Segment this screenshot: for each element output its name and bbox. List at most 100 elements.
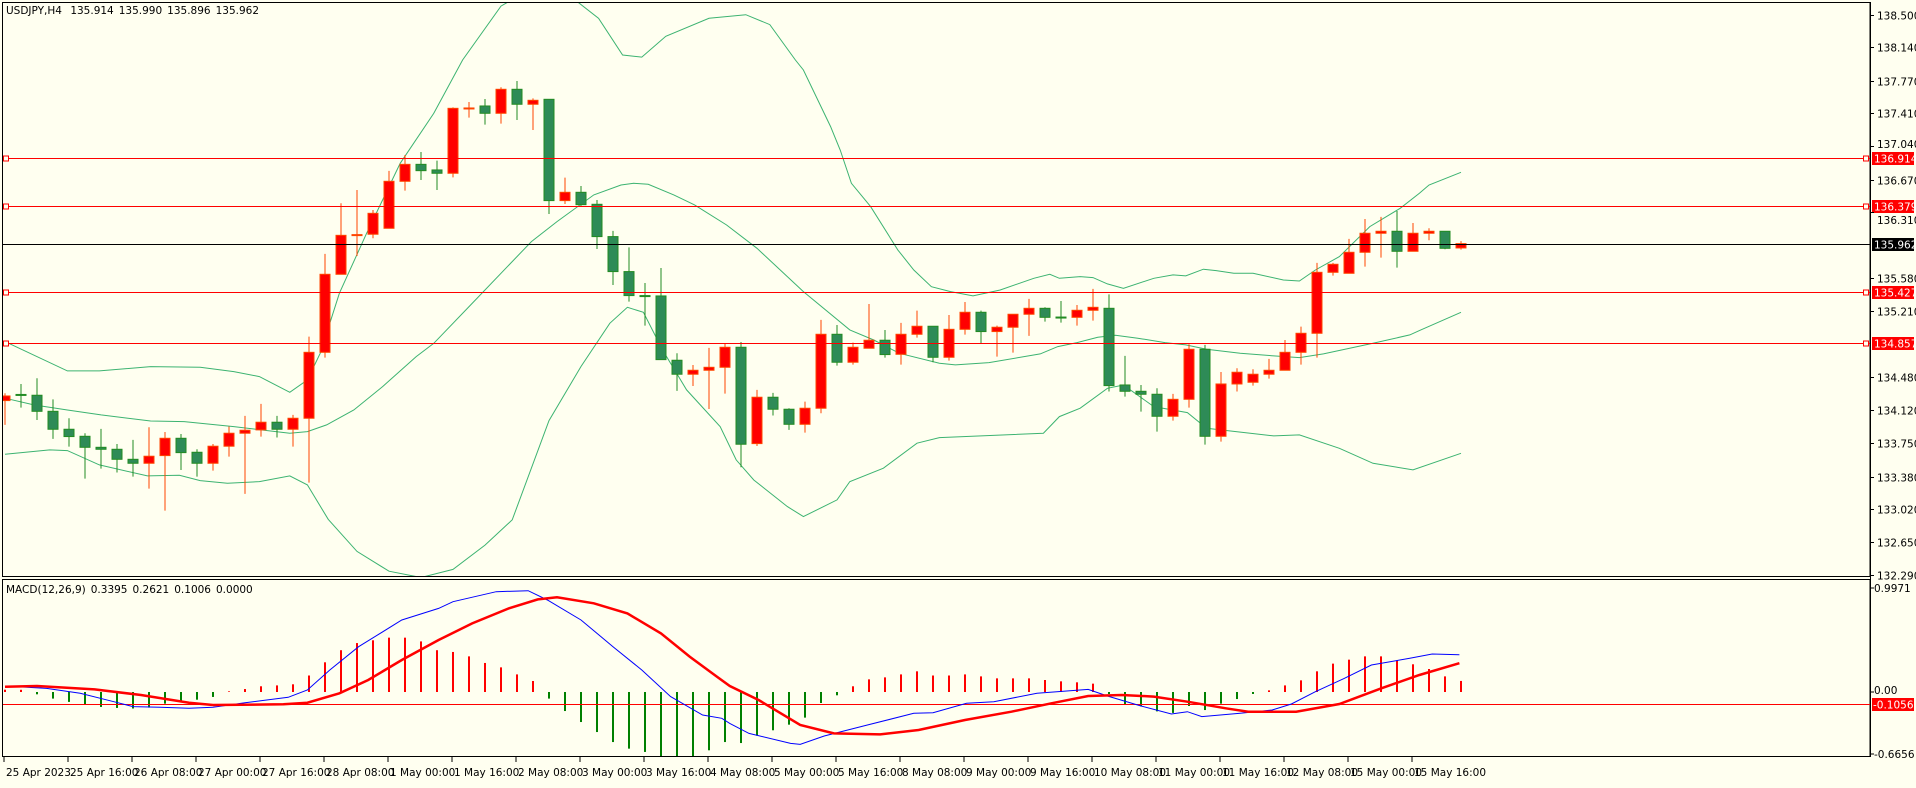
time-tick-label: 8 May 08:00 — [902, 767, 967, 779]
level-price-tag — [1872, 152, 1914, 165]
candle-body — [895, 333, 907, 355]
candle — [687, 364, 699, 386]
candle — [591, 199, 603, 249]
candle-body — [1327, 263, 1339, 273]
price-tick-label: 133.380 — [1877, 473, 1916, 485]
level-handle-left[interactable] — [3, 289, 9, 296]
macd-level-tag — [1872, 698, 1914, 711]
candle — [335, 203, 347, 275]
candles — [3, 80, 1467, 511]
candle — [991, 325, 1003, 357]
candle — [1167, 393, 1179, 421]
level-price-label: 135.427 — [1874, 288, 1916, 300]
macd-value-3: 0.1006 — [174, 584, 211, 596]
candle — [495, 87, 507, 124]
candle-body — [975, 311, 987, 333]
price-tick-label: 133.020 — [1877, 505, 1916, 517]
level-handle-left[interactable] — [3, 155, 9, 162]
candle — [399, 154, 411, 191]
candle — [1295, 326, 1307, 365]
candle — [1391, 210, 1403, 268]
candle-body — [447, 107, 459, 174]
candle-body — [367, 212, 379, 235]
candle-body — [1167, 398, 1179, 417]
candle-body — [31, 394, 43, 412]
level-price-tag — [1872, 286, 1914, 299]
candle — [911, 310, 923, 338]
candle — [15, 383, 27, 408]
macd-signal-line — [4, 596, 1460, 736]
candle — [975, 310, 987, 343]
candle-body — [335, 234, 347, 275]
level-handle-left[interactable] — [3, 203, 9, 210]
candle-body — [799, 407, 811, 425]
candle — [1375, 216, 1387, 258]
candle-body — [127, 458, 139, 464]
candle-body — [1455, 243, 1467, 249]
bollinger-upper-line — [4, 3, 1462, 393]
candle-body — [63, 428, 75, 438]
level-handle-right[interactable] — [1863, 155, 1869, 162]
candle — [1327, 262, 1339, 276]
candle — [735, 341, 747, 468]
candle — [223, 426, 235, 457]
candle — [575, 185, 587, 206]
candle-body — [719, 346, 731, 368]
candle-body — [1183, 348, 1195, 400]
candle — [607, 230, 619, 285]
time-tick-label: 3 May 00:00 — [582, 767, 647, 779]
price-tick-label: 138.140 — [1877, 43, 1916, 55]
time-tick-label: 26 Apr 08:00 — [134, 767, 202, 779]
macd-tick-label: 0.9971 — [1874, 583, 1911, 595]
time-tick-label: 9 May 16:00 — [1030, 767, 1095, 779]
candle-body — [207, 445, 219, 464]
candle — [1247, 369, 1259, 386]
candle-body — [1215, 383, 1227, 437]
price-tick-label: 137.770 — [1877, 77, 1916, 89]
candle — [1151, 388, 1163, 432]
price-tick-label: 135.210 — [1877, 307, 1916, 319]
time-tick-label: 15 May 00:00 — [1350, 767, 1422, 779]
level-handle-left[interactable] — [3, 340, 9, 347]
horizontal-levels[interactable] — [3, 155, 1870, 347]
time-tick-label: 11 May 16:00 — [1222, 767, 1294, 779]
candle-body — [751, 396, 763, 445]
candle-body — [175, 437, 187, 454]
price-tick-label: 132.290 — [1877, 571, 1916, 583]
candle-body — [95, 446, 107, 450]
price-tick-label: 133.750 — [1877, 439, 1916, 451]
time-tick-label: 2 May 08:00 — [518, 767, 583, 779]
level-handle-right[interactable] — [1863, 203, 1869, 210]
candle — [3, 393, 11, 425]
candle-body — [1103, 307, 1115, 387]
candle — [1407, 222, 1419, 252]
candle — [111, 443, 123, 473]
level-handle-right[interactable] — [1863, 340, 1869, 347]
ohlc-high: 135.990 — [118, 5, 163, 17]
candle-body — [463, 107, 475, 110]
candle — [207, 443, 219, 471]
level-price-label: 136.379 — [1874, 202, 1916, 214]
candle-body — [879, 339, 891, 356]
time-tick-label: 15 May 16:00 — [1414, 767, 1486, 779]
candle-body — [1055, 316, 1067, 319]
candle — [1263, 358, 1275, 379]
time-tick-label: 28 Apr 08:00 — [326, 767, 394, 779]
candle-body — [735, 346, 747, 445]
candle-body — [1135, 390, 1147, 395]
candle — [271, 415, 283, 438]
candle-body — [399, 163, 411, 182]
candle — [783, 408, 795, 430]
time-tick-label: 25 Apr 16:00 — [70, 767, 138, 779]
candle — [671, 353, 683, 391]
candle-body — [671, 359, 683, 375]
price-tick-label: 134.120 — [1877, 406, 1916, 418]
symbol-timeframe: USDJPY,H4 — [6, 5, 62, 17]
candle-body — [1359, 232, 1371, 253]
price-tick-label: 136.310 — [1877, 215, 1916, 227]
level-handle-right[interactable] — [1863, 289, 1869, 296]
candle — [255, 403, 267, 437]
candle-body — [1199, 348, 1211, 437]
